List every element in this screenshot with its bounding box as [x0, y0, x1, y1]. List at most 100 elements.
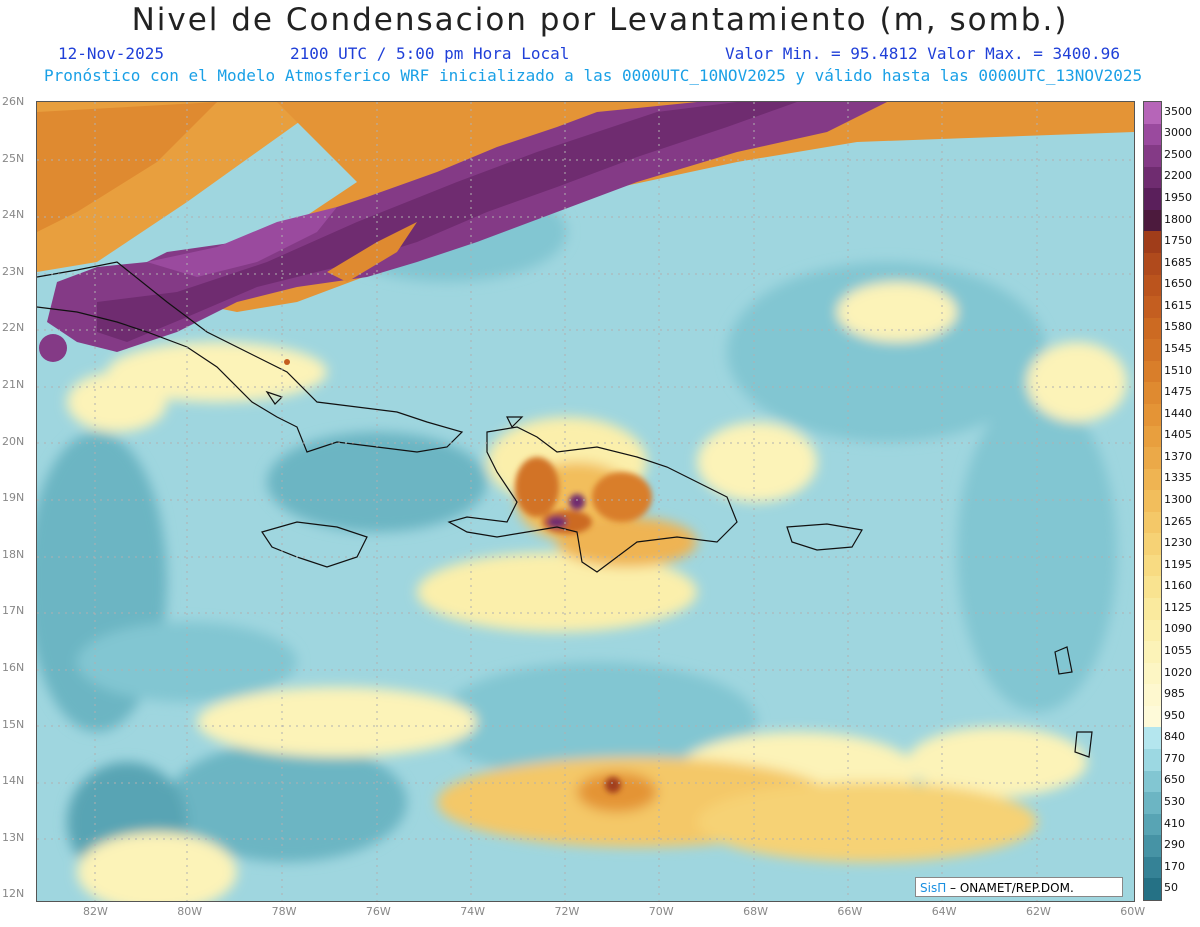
- colorbar-label: 1195: [1164, 557, 1192, 571]
- lat-label: 20N: [2, 434, 25, 448]
- colorbar-segment: [1144, 252, 1161, 276]
- colorbar-label: 1800: [1164, 212, 1192, 226]
- colorbar-segment: [1144, 317, 1161, 340]
- lcl-field: [37, 182, 1127, 901]
- colorbar-segment: [1144, 856, 1161, 879]
- colorbar-label: 1545: [1164, 342, 1192, 356]
- colorbar-label: 1580: [1164, 320, 1192, 334]
- colorbar-label: 1685: [1164, 255, 1192, 269]
- colorbar-segment: [1144, 490, 1161, 513]
- lat-label: 17N: [2, 604, 25, 618]
- colorbar-label: 530: [1164, 794, 1185, 808]
- colorbar-segment: [1144, 554, 1161, 577]
- colorbar-label: 170: [1164, 859, 1185, 873]
- lat-label: 19N: [2, 491, 25, 505]
- lat-label: 13N: [2, 830, 25, 844]
- colorbar-label: 1950: [1164, 191, 1192, 205]
- colorbar-segment: [1144, 447, 1161, 470]
- colorbar-label: 985: [1164, 687, 1185, 701]
- lat-label: 16N: [2, 661, 25, 674]
- colorbar-segment: [1144, 360, 1161, 383]
- colorbar-segment: [1144, 705, 1161, 728]
- colorbar-label: 3000: [1164, 126, 1192, 140]
- colorbar-segment: [1144, 511, 1161, 534]
- lon-label: 76W: [365, 905, 391, 918]
- colorbar-label: 1265: [1164, 514, 1192, 528]
- lat-label: 18N: [2, 547, 25, 561]
- lon-label: 60W: [1120, 905, 1146, 918]
- colorbar-label: 1650: [1164, 277, 1192, 291]
- colorbar-segment: [1144, 274, 1161, 297]
- colorbar-segment: [1144, 619, 1161, 642]
- colorbar-segment: [1144, 468, 1161, 491]
- colorbar-label: 1750: [1164, 234, 1192, 248]
- colorbar-label: 1440: [1164, 406, 1192, 420]
- colorbar-label: 840: [1164, 730, 1185, 744]
- date-label: 12-Nov-2025: [58, 44, 164, 63]
- lat-label: 26N: [2, 95, 25, 108]
- colorbar-label: 1055: [1164, 643, 1192, 657]
- colorbar-label: 50: [1164, 881, 1178, 895]
- colorbar-label: 1475: [1164, 385, 1192, 399]
- colorbar-segment: [1144, 727, 1161, 750]
- colorbar-segment: [1144, 145, 1161, 168]
- lat-label: 12N: [2, 887, 25, 901]
- colorbar-label: 2500: [1164, 147, 1192, 161]
- map-canvas: [36, 101, 1135, 902]
- lon-label: 64W: [931, 905, 957, 918]
- lat-label: 25N: [2, 151, 25, 165]
- colorbar-label: 410: [1164, 816, 1185, 830]
- sispi-logo: SisΠ: [920, 881, 947, 895]
- lat-label: 15N: [2, 717, 25, 731]
- colorbar-label: 290: [1164, 838, 1185, 852]
- colorbar-label: 1615: [1164, 298, 1192, 312]
- colorbar-segment: [1144, 878, 1161, 901]
- lon-label: 72W: [554, 905, 580, 918]
- colorbar-label: 1160: [1164, 579, 1192, 593]
- colorbar-segment: [1144, 813, 1161, 836]
- colorbar-segment: [1144, 209, 1161, 232]
- coastlines: [37, 261, 1093, 758]
- colorbar-label: 1090: [1164, 622, 1192, 636]
- lon-label: 82W: [83, 905, 108, 918]
- lat-label: 23N: [2, 264, 25, 278]
- graticule: [37, 102, 1134, 901]
- colorbar-label: 3500: [1164, 104, 1192, 118]
- colorbar-segment: [1144, 425, 1161, 448]
- colorbar-label: 1370: [1164, 449, 1192, 463]
- colorbar-segment: [1144, 382, 1161, 405]
- map-title: Nivel de Condensacion por Levantamiento …: [131, 2, 1069, 38]
- lat-label: 24N: [2, 208, 25, 222]
- colorbar-label: 650: [1164, 773, 1185, 787]
- credit-text: – ONAMET/REP.DOM.: [946, 881, 1074, 895]
- colorbar-segment: [1144, 231, 1161, 254]
- colorbar-segment: [1144, 749, 1161, 772]
- colorbar-segment: [1144, 792, 1161, 815]
- colorbar-segment: [1144, 166, 1161, 189]
- colorbar-segment: [1144, 770, 1161, 793]
- lat-label: 21N: [2, 378, 25, 391]
- colorbar-label: 1230: [1164, 536, 1192, 550]
- colorbar-segment: [1144, 598, 1161, 621]
- colorbar-segment: [1144, 296, 1161, 319]
- credit-box: SisΠ – ONAMET/REP.DOM.: [915, 877, 1123, 897]
- colorbar-label: 1020: [1164, 665, 1192, 679]
- colorbar-label: 1510: [1164, 363, 1192, 377]
- colorbar-label: 770: [1164, 751, 1185, 765]
- colorbar-segment: [1144, 835, 1161, 858]
- lat-label: 14N: [2, 774, 25, 788]
- lat-label: 22N: [2, 321, 25, 335]
- colorbar-segment: [1144, 188, 1161, 211]
- lon-label: 80W: [177, 905, 203, 918]
- colorbar-segment: [1144, 102, 1161, 125]
- colorbar-segment: [1144, 123, 1161, 146]
- colorbar-segment: [1144, 684, 1161, 707]
- lon-label: 74W: [460, 905, 486, 918]
- colorbar-label: 1335: [1164, 471, 1192, 485]
- lon-label: 78W: [271, 905, 297, 918]
- time-label: 2100 UTC / 5:00 pm Hora Local: [290, 44, 570, 63]
- lon-label: 66W: [837, 905, 863, 918]
- colorbar-label: 1300: [1164, 493, 1192, 506]
- colorbar-segment: [1144, 662, 1161, 685]
- lon-label: 68W: [743, 905, 768, 918]
